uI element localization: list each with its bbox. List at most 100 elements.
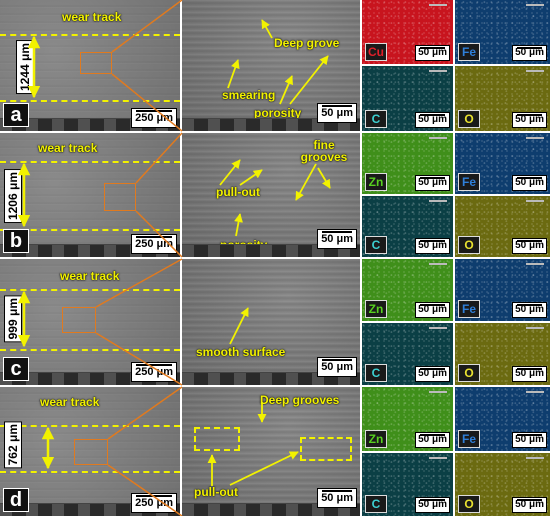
scale-bar: 50 μm — [512, 45, 547, 61]
scale-bar-label: 50 μm — [321, 492, 353, 504]
scale-bar-label: 50 μm — [515, 177, 544, 188]
high-mag-sem-panel-c: smooth surface 50 μm — [182, 259, 360, 385]
scale-bar: 50 μm — [415, 45, 450, 61]
eds-scale-line — [526, 327, 544, 329]
eds-scale-line — [526, 263, 544, 265]
wear-track-label: wear track — [38, 141, 98, 155]
pull-out-region-box — [300, 437, 352, 461]
eds-element-label: Zn — [365, 300, 387, 318]
eds-map-c-b: C 50 μm — [362, 196, 453, 257]
wear-track-label: wear track — [40, 395, 100, 409]
scale-bar: 50 μm — [512, 366, 547, 382]
scale-bar-label: 50 μm — [321, 233, 353, 245]
eds-element-label: Cu — [365, 43, 387, 61]
eds-element-label: Fe — [458, 173, 480, 191]
wear-track-top-line — [0, 289, 180, 291]
annotation-pull-out: pull-out — [216, 185, 260, 199]
eds-scale-line — [429, 137, 447, 139]
scale-bar: 50 μm — [415, 175, 450, 191]
panel-letter: b — [3, 229, 29, 253]
eds-element-label: Fe — [458, 300, 480, 318]
scale-bar-label: 50 μm — [515, 499, 544, 510]
eds-element-label: C — [365, 236, 387, 254]
scale-bar: 50 μm — [317, 488, 357, 508]
scale-bar-label: 50 μm — [418, 177, 447, 188]
scale-bar-label: 50 μm — [418, 47, 447, 58]
panel-letter: a — [3, 103, 29, 127]
wear-track-bottom-line — [0, 471, 180, 473]
scale-bar: 50 μm — [512, 302, 547, 318]
scale-bar-label: 50 μm — [515, 368, 544, 379]
eds-element-label: O — [458, 364, 480, 382]
eds-scale-line — [526, 70, 544, 72]
eds-map-c-a: C 50 μm — [362, 66, 453, 131]
eds-scale-line — [526, 4, 544, 6]
eds-map-c-c: C 50 μm — [362, 323, 453, 385]
wear-track-top-line — [0, 425, 180, 427]
eds-map-fe-b: Fe 50 μm — [455, 133, 550, 194]
scale-bar: 50 μm — [415, 302, 450, 318]
eds-map-cu-a: Cu 50 μm — [362, 0, 453, 64]
eds-scale-line — [429, 70, 447, 72]
low-mag-sem-panel-c: wear track 999 μm c 250 μm — [0, 259, 180, 385]
scale-bar: 50 μm — [415, 366, 450, 382]
eds-map-zn-c: Zn 50 μm — [362, 259, 453, 321]
eds-scale-line — [526, 200, 544, 202]
scale-bar: 50 μm — [512, 432, 547, 448]
high-mag-sem-panel-a: Deep grove smearing porosity 50 μm — [182, 0, 360, 131]
high-mag-sem-panel-b: fine grooves pull-out porosity 50 μm — [182, 133, 360, 257]
scale-bar-label: 250 μm — [135, 238, 173, 250]
scale-bar: 50 μm — [317, 229, 357, 249]
scale-bar: 50 μm — [415, 112, 450, 128]
scale-bar: 50 μm — [512, 238, 547, 254]
zoom-region-box — [62, 307, 96, 333]
scale-bar: 50 μm — [512, 175, 547, 191]
scale-bar-label: 50 μm — [321, 361, 353, 373]
low-mag-sem-panel-a: wear track 1244 μm a 250 μm — [0, 0, 180, 131]
scale-bar: 50 μm — [415, 238, 450, 254]
scale-bar: 50 μm — [415, 497, 450, 513]
wear-track-label: wear track — [60, 269, 120, 283]
scale-bar: 50 μm — [415, 432, 450, 448]
scale-bar-label: 250 μm — [135, 366, 173, 378]
eds-element-label: Fe — [458, 430, 480, 448]
eds-scale-line — [429, 391, 447, 393]
eds-scale-line — [526, 457, 544, 459]
sem-data-bar — [182, 244, 360, 257]
eds-element-label: C — [365, 110, 387, 128]
eds-map-c-d: C 50 μm — [362, 453, 453, 516]
annotation-smearing: smearing — [222, 88, 276, 102]
eds-map-o-c: O 50 μm — [455, 323, 550, 385]
low-mag-sem-panel-d: wear track 762 μm d 250 μm — [0, 387, 180, 516]
zoom-region-box — [104, 183, 136, 211]
eds-scale-line — [429, 457, 447, 459]
track-width-label: 1206 μm — [4, 169, 22, 224]
eds-scale-line — [429, 200, 447, 202]
scale-bar-label: 50 μm — [418, 499, 447, 510]
annotation-porosity: porosity — [254, 106, 302, 120]
eds-scale-line — [526, 391, 544, 393]
eds-element-label: Fe — [458, 43, 480, 61]
sem-data-bar — [182, 503, 360, 516]
eds-scale-line — [429, 263, 447, 265]
wear-track-top-line — [0, 161, 180, 163]
eds-map-o-a: O 50 μm — [455, 66, 550, 131]
eds-element-label: O — [458, 110, 480, 128]
scale-bar: 50 μm — [512, 497, 547, 513]
sem-data-bar — [182, 372, 360, 385]
eds-element-label: Zn — [365, 430, 387, 448]
panel-letter: c — [3, 357, 29, 381]
scale-bar: 50 μm — [317, 103, 357, 123]
zoom-region-box — [74, 439, 108, 465]
eds-map-fe-d: Fe 50 μm — [455, 387, 550, 451]
annotation-deep-grove: Deep grove — [274, 36, 340, 50]
wear-track-top-line — [0, 34, 180, 36]
eds-element-label: C — [365, 495, 387, 513]
scale-bar-label: 50 μm — [418, 368, 447, 379]
eds-scale-line — [526, 137, 544, 139]
high-mag-sem-panel-d: Deep grooves pull-out 50 μm — [182, 387, 360, 516]
eds-map-o-b: O 50 μm — [455, 196, 550, 257]
scale-bar-label: 250 μm — [135, 112, 173, 124]
pull-out-region-box — [194, 427, 240, 451]
